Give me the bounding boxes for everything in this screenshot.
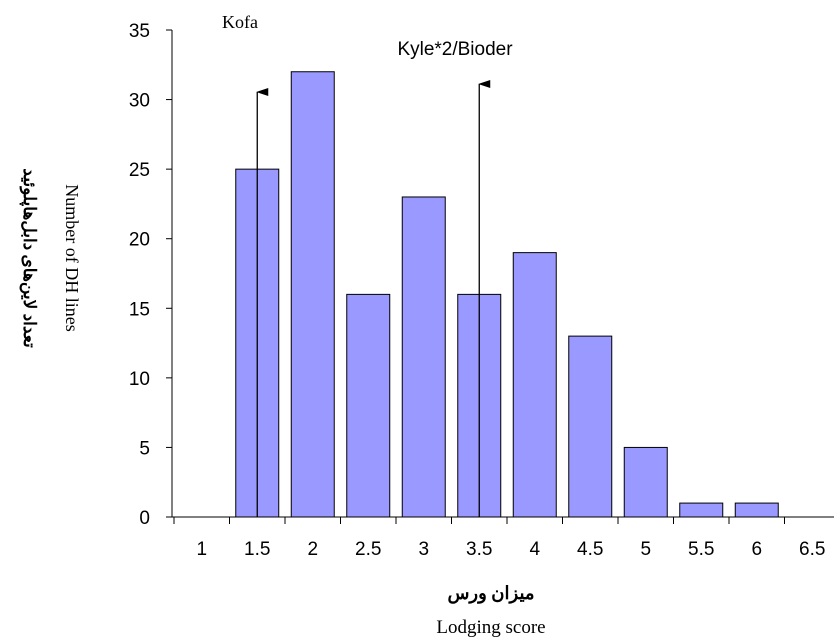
annotation-label: Kofa xyxy=(222,12,258,32)
x-tick-label: 1 xyxy=(196,539,207,560)
bar-3 xyxy=(401,196,446,518)
x-tick-label: 3 xyxy=(418,539,429,560)
y-axis-label-persian: تعداد لاین‌های دابل‌هاپلوئید xyxy=(19,168,39,348)
y-tick-label: 5 xyxy=(139,438,150,459)
x-tick-label: 1.5 xyxy=(244,539,270,560)
x-axis-ticks: 1 1.5 2 2.5 3 3.5 4 4.5 5 5.5 6 6.5 xyxy=(196,539,825,560)
bars xyxy=(235,71,779,518)
y-tick-label: 25 xyxy=(129,160,150,181)
bar-4.5 xyxy=(568,335,613,518)
x-tick-label: 6 xyxy=(751,539,762,560)
x-tick-label: 2.5 xyxy=(355,539,381,560)
bar-5.5 xyxy=(679,502,724,518)
x-tick-label: 4.5 xyxy=(577,539,603,560)
annotation-label: Kyle*2/Bioder xyxy=(397,39,513,60)
x-tick-label: 2 xyxy=(307,539,318,560)
bar-4 xyxy=(512,252,557,518)
bar-6 xyxy=(734,502,779,518)
x-axis-label-persian: میزان ورس xyxy=(447,583,534,604)
x-tick-label: 5.5 xyxy=(688,539,714,560)
y-axis-ticks: 0 5 10 15 20 25 30 35 xyxy=(129,21,172,529)
x-tick-label: 5 xyxy=(640,539,651,560)
x-tick-label: 3.5 xyxy=(466,539,492,560)
y-tick-label: 20 xyxy=(129,230,150,251)
y-axis-label: Number of DH lines xyxy=(62,184,82,331)
x-axis-label: Lodging score xyxy=(436,617,545,638)
x-tick-label: 4 xyxy=(529,539,540,560)
bar-2.5 xyxy=(346,293,391,518)
bar-5 xyxy=(623,446,668,518)
y-tick-label: 35 xyxy=(129,21,150,42)
y-tick-label: 10 xyxy=(129,369,150,390)
x-axis xyxy=(172,516,834,524)
bar-2 xyxy=(290,71,335,518)
annotations: Kofa Kyle*2/Bioder xyxy=(222,12,513,517)
y-tick-label: 30 xyxy=(129,91,150,112)
y-tick-label: 15 xyxy=(129,299,150,320)
y-tick-label: 0 xyxy=(139,508,150,529)
x-tick-label: 6.5 xyxy=(799,539,825,560)
